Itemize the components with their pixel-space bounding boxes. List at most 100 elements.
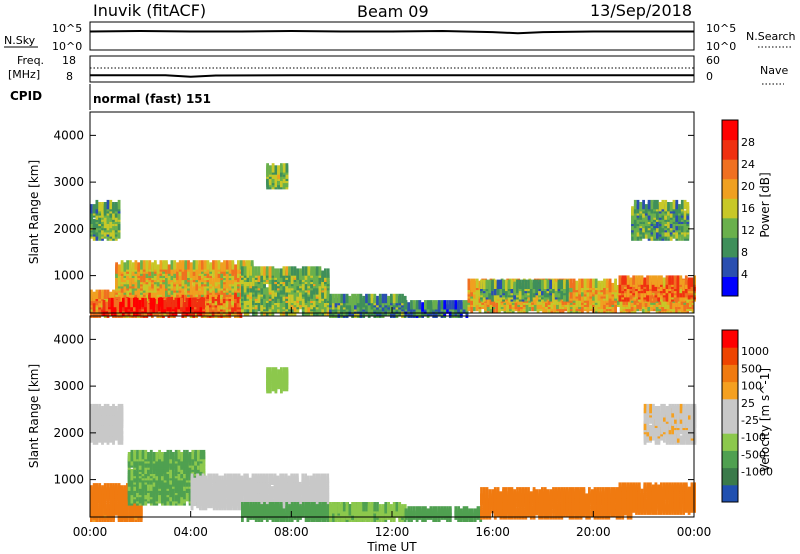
power-cell: [664, 199, 668, 210]
power-cell: [101, 202, 104, 212]
power-cell: [243, 291, 247, 301]
velocity-cell: [262, 473, 266, 483]
power-cell: [257, 302, 261, 312]
power-cell: [196, 302, 200, 312]
velocity-cell: [310, 502, 313, 512]
power-cell: [223, 260, 226, 270]
colorbar-swatch: [722, 198, 738, 219]
power-cell: [279, 268, 283, 278]
power-cell: [660, 275, 663, 285]
power-cell: [491, 279, 494, 289]
power-cell: [109, 199, 113, 210]
velocity-cell: [147, 452, 150, 462]
power-cell: [296, 268, 300, 278]
velocity-cell: [177, 471, 181, 481]
velocity-cell: [126, 508, 129, 518]
power-cell: [496, 279, 500, 289]
power-cell: [90, 289, 93, 299]
velocity-cell: [240, 494, 244, 504]
power-cell: [683, 199, 687, 210]
power-cell: [146, 304, 150, 314]
velocity-cell: [172, 452, 175, 462]
velocity-cell: [149, 449, 153, 460]
y-tick-label: 2000: [53, 222, 84, 236]
colorbar-swatch: [722, 120, 738, 141]
power-cell: [265, 266, 269, 276]
power-cell: [268, 297, 272, 308]
power-cell: [624, 275, 627, 285]
power-cell: [572, 291, 576, 301]
velocity-cell: [274, 502, 277, 512]
power-cell: [644, 216, 648, 227]
velocity-cell: [279, 502, 283, 512]
power-cell: [484, 301, 487, 312]
power-cell: [160, 297, 164, 308]
velocity-cell: [326, 473, 330, 483]
power-cell: [521, 285, 525, 296]
power-cell: [443, 300, 447, 310]
velocity-cell: [318, 502, 322, 512]
velocity-cell: [218, 484, 222, 494]
power-cell: [633, 210, 637, 220]
velocity-cell: [270, 494, 274, 504]
power-cell: [165, 287, 168, 297]
power-cell: [304, 266, 308, 276]
velocity-cell: [193, 492, 197, 502]
power-cell: [274, 165, 278, 175]
power-cell: [113, 297, 117, 308]
power-cell: [359, 293, 363, 304]
power-cell: [656, 199, 659, 210]
velocity-cell: [138, 494, 142, 504]
power-cell: [123, 262, 127, 272]
power-cell: [212, 260, 215, 270]
velocity-cell: [282, 473, 285, 483]
power-cell: [217, 260, 221, 270]
velocity-cell: [298, 481, 302, 492]
power-cell: [260, 272, 264, 282]
power-cell: [367, 293, 371, 304]
power-cell: [192, 285, 196, 295]
power-cell: [126, 287, 129, 297]
power-cell: [467, 278, 471, 288]
power-cell: [103, 289, 107, 299]
power-cell: [340, 304, 343, 314]
power-cell: [108, 297, 111, 308]
velocity-cell: [123, 485, 126, 495]
power-cell: [597, 291, 601, 301]
power-cell: [521, 279, 525, 289]
nsky-series-line: [89, 29, 694, 35]
power-cell: [315, 274, 319, 285]
power-cell: [178, 260, 182, 270]
velocity-cell: [321, 502, 325, 512]
power-cell: [331, 300, 335, 310]
power-cell: [646, 275, 649, 285]
colorbar-tick-label: 8: [741, 246, 748, 259]
velocity-cell: [106, 502, 110, 512]
power-cell: [271, 163, 275, 173]
power-cell: [184, 285, 188, 295]
power-cell: [127, 297, 131, 308]
velocity-cell: [324, 502, 327, 512]
power-cell: [608, 278, 612, 288]
velocity-cell: [252, 502, 255, 512]
power-cell: [348, 295, 352, 306]
power-cell: [345, 293, 349, 304]
power-cell: [475, 278, 479, 288]
velocity-cell: [130, 468, 134, 479]
power-cell: [514, 299, 518, 310]
power-cell: [173, 260, 177, 270]
power-cell: [465, 300, 469, 310]
power-cell: [560, 279, 564, 289]
velocity-cell: [323, 481, 327, 492]
power-cell: [156, 264, 160, 274]
colorbar-swatch: [722, 159, 738, 180]
power-cell: [653, 199, 656, 210]
power-cell: [676, 275, 680, 285]
velocity-cell: [284, 473, 288, 483]
velocity-cell: [276, 475, 280, 485]
power-cell: [529, 279, 533, 289]
power-cell: [134, 260, 138, 270]
power-colorbar-label: Power [dB]: [758, 172, 772, 237]
power-cell: [552, 279, 555, 289]
power-cell: [513, 281, 517, 292]
